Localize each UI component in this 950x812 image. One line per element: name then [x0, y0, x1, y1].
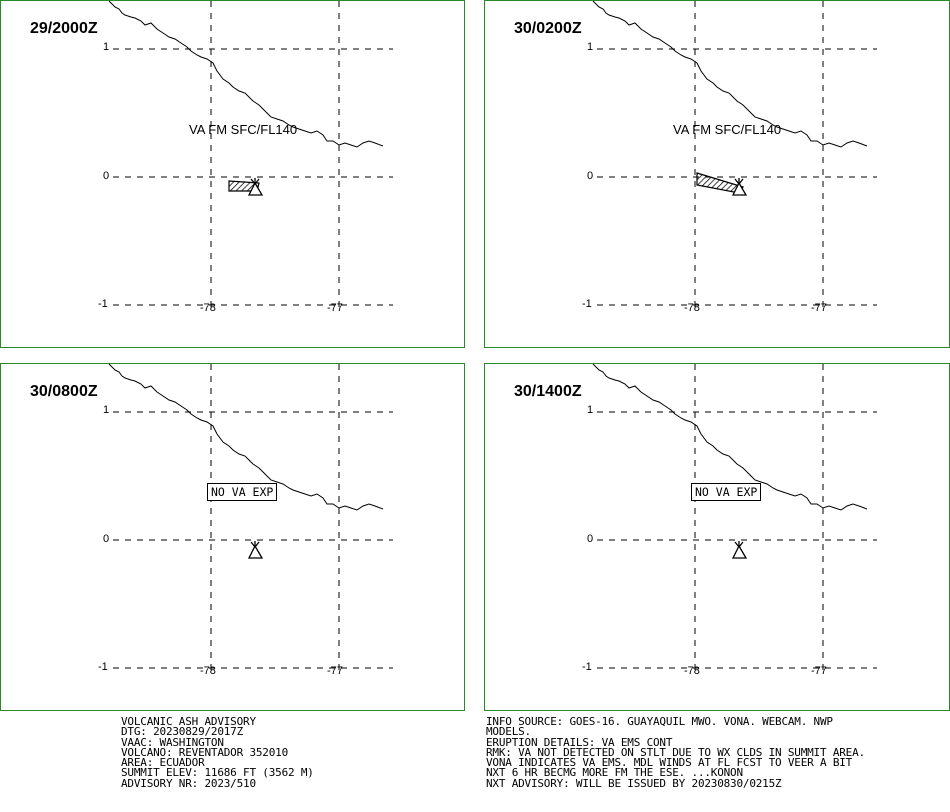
forecast-panel-4: 30/1400Z NO VA EXP 1 0 -1 -78 -77	[484, 363, 950, 711]
panel-time: 30/0200Z	[514, 20, 582, 37]
lon-label-78: -78	[684, 665, 700, 677]
panel-time: 30/0800Z	[30, 383, 98, 400]
panel-time: 30/1400Z	[514, 383, 582, 400]
advisory-summit-elev: SUMMIT ELEV: 11686 FT (3562 M)	[121, 766, 314, 780]
advisory-info-source: INFO SOURCE: GOES-16. GUAYAQUIL MWO. VON…	[486, 715, 833, 728]
advisory-remarks: RMK: VA NOT DETECTED ON STLT DUE TO WX C…	[486, 745, 865, 759]
lat-label-neg1: -1	[582, 661, 592, 673]
advisory-volcano: VOLCANO: REVENTADOR 352010	[121, 745, 288, 759]
lat-label-neg1: -1	[98, 298, 108, 310]
lat-label-neg1: -1	[98, 661, 108, 673]
map-canvas	[108, 364, 393, 676]
lat-label-0: 0	[103, 170, 110, 182]
ash-layer-label: VA FM SFC/FL140	[673, 122, 782, 137]
lat-label-neg1: -1	[582, 298, 592, 310]
lon-label-77: -77	[327, 665, 343, 677]
advisory-info-source-cont: MODELS.	[486, 725, 531, 739]
forecast-panel-2: 30/0200Z VA FM SFC/FL140 1 0 -1 -78 -77	[484, 0, 950, 348]
lat-label-1: 1	[103, 404, 110, 416]
coastline	[592, 364, 868, 511]
lat-label-1: 1	[103, 41, 110, 53]
volcano-icon	[731, 544, 748, 559]
advisory-area: AREA: ECUADOR	[121, 756, 205, 770]
lat-label-0: 0	[103, 533, 110, 545]
lat-label-1: 1	[587, 404, 594, 416]
lon-label-78: -78	[200, 302, 216, 314]
advisory-vaac: VAAC: WASHINGTON	[121, 735, 224, 749]
lon-label-77: -77	[327, 302, 343, 314]
no-ash-box: NO VA EXP	[207, 483, 278, 501]
ash-layer-label: VA FM SFC/FL140	[189, 122, 298, 137]
volcano-icon	[247, 181, 264, 196]
coastline	[108, 364, 384, 511]
forecast-panel-3: 30/0800Z NO VA EXP 1 0 -1 -78 -77	[0, 363, 465, 711]
advisory-number: ADVISORY NR: 2023/510	[121, 776, 256, 790]
advisory-next: NXT ADVISORY: WILL BE ISSUED BY 20230830…	[486, 776, 782, 790]
advisory-dtg: DTG: 20230829/2017Z	[121, 725, 244, 739]
lon-label-78: -78	[684, 302, 700, 314]
no-ash-box: NO VA EXP	[691, 483, 762, 501]
coastline	[108, 1, 384, 148]
lat-label-0: 0	[587, 170, 594, 182]
lon-label-78: -78	[200, 665, 216, 677]
advisory-details-text: INFO SOURCE: GOES-16. GUAYAQUIL MWO. VON…	[486, 715, 946, 790]
advisory-remarks-cont: VONA INDICATES VA EMS. MDL WINDS AT FL F…	[486, 756, 853, 770]
forecast-panel-1: 29/2000Z VA FM SFC/FL140 1 0 -1 -78 -77	[0, 0, 465, 348]
map-canvas	[108, 1, 393, 313]
volcano-icon	[247, 544, 264, 559]
map-canvas	[592, 1, 877, 313]
map-canvas	[592, 364, 877, 676]
panel-time: 29/2000Z	[30, 20, 98, 37]
advisory-title: VOLCANIC ASH ADVISORY	[121, 715, 256, 728]
lat-label-1: 1	[587, 41, 594, 53]
advisory-remarks-cont2: NXT 6 HR BECMG MORE FM THE ESE. ...KONON	[486, 766, 743, 780]
lat-label-0: 0	[587, 533, 594, 545]
lon-label-77: -77	[811, 665, 827, 677]
advisory-eruption-details: ERUPTION DETAILS: VA EMS CONT	[486, 735, 673, 749]
lon-label-77: -77	[811, 302, 827, 314]
advisory-header-text: VOLCANIC ASH ADVISORY DTG: 20230829/2017…	[121, 715, 461, 790]
volcano-icon	[731, 181, 748, 196]
coastline	[592, 1, 868, 148]
